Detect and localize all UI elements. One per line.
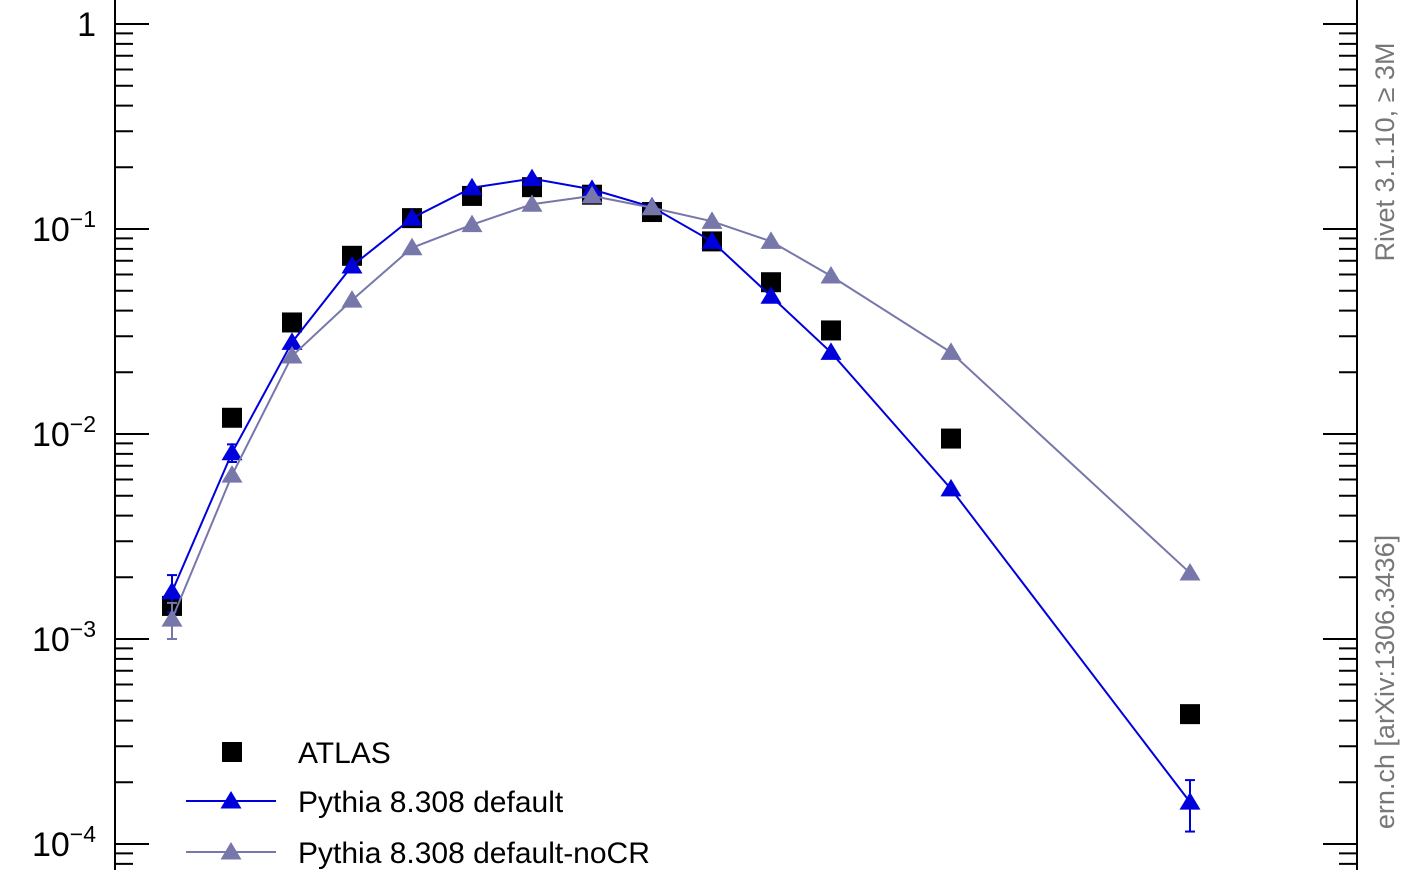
legend-entry: ATLAS — [222, 737, 391, 770]
data-point-triangle — [581, 185, 603, 204]
series-layer — [161, 168, 1201, 833]
series-atlas — [162, 177, 1200, 725]
data-point-triangle — [281, 346, 303, 364]
legend-marker-triangle — [220, 791, 242, 809]
data-point-triangle — [341, 255, 363, 274]
y-tick-label-base: 10 — [32, 416, 70, 454]
y-tick-label-base: 1 — [77, 6, 96, 44]
legend-label: Pythia 8.308 default — [298, 786, 564, 819]
legend-marker-square — [222, 742, 242, 762]
side-labels: Rivet 3.1.10, ≥ 3M ern.ch [arXiv:1306.343… — [1370, 43, 1400, 830]
data-point-triangle — [281, 332, 303, 350]
y-tick-label-base: 10 — [32, 826, 70, 864]
legend-marker-triangle — [220, 842, 242, 860]
series-line — [171, 194, 1191, 620]
data-point-square — [282, 312, 302, 333]
series-pythia-8-308-default — [161, 168, 1201, 833]
y-tick-label: 10−4 — [32, 821, 96, 864]
data-point-triangle — [221, 442, 243, 461]
data-point-triangle — [820, 342, 842, 360]
data-point-triangle — [521, 168, 543, 187]
y-tick-label: 10−1 — [32, 206, 96, 249]
data-point-triangle — [341, 290, 363, 308]
data-point-triangle — [221, 465, 243, 483]
data-point-triangle — [161, 581, 183, 600]
data-point-triangle — [940, 342, 962, 360]
legend-label: Pythia 8.308 default-noCR — [298, 837, 650, 870]
side-label: ern.ch [arXiv:1306.3436] — [1370, 535, 1400, 829]
legend-label: ATLAS — [298, 737, 391, 770]
data-point-square — [941, 428, 961, 449]
data-point-square — [821, 320, 841, 341]
data-point-triangle — [760, 231, 782, 249]
y-tick-label-base: 10 — [32, 211, 70, 249]
series-pythia-8-308-default-nocr — [161, 185, 1201, 640]
legend: ATLAS Pythia 8.308 default Pythia 8.308 de… — [186, 737, 650, 870]
y-tick-label-exponent: −4 — [70, 821, 96, 847]
data-point-square — [761, 272, 781, 293]
data-point-triangle — [521, 194, 543, 212]
data-point-triangle — [820, 265, 842, 284]
data-point-triangle — [461, 214, 483, 233]
y-tick-label: 1 — [77, 6, 96, 44]
legend-entry: Pythia 8.308 default-noCR — [186, 837, 650, 870]
data-point-triangle — [760, 286, 782, 304]
y-tick-label-exponent: −1 — [70, 206, 96, 232]
data-point-triangle — [940, 478, 962, 497]
data-point-triangle — [401, 237, 423, 256]
y-tick-label: 10−3 — [32, 616, 96, 659]
legend-entry: Pythia 8.308 default — [186, 786, 564, 819]
y-tick-label-exponent: −3 — [70, 616, 96, 642]
data-point-triangle — [1179, 792, 1201, 810]
data-point-square — [1180, 704, 1200, 725]
side-label: Rivet 3.1.10, ≥ 3M — [1370, 43, 1400, 262]
data-point-triangle — [701, 211, 723, 229]
data-point-triangle — [641, 197, 663, 216]
data-point-triangle — [161, 609, 183, 627]
y-tick-label-base: 10 — [32, 621, 70, 659]
y-axis: 110−110−210−310−4 — [32, 6, 1357, 865]
data-point-triangle — [401, 208, 423, 226]
data-point-triangle — [1179, 562, 1201, 581]
data-point-triangle — [461, 177, 483, 196]
data-point-square — [222, 407, 242, 428]
series-line — [171, 177, 1191, 803]
data-point-triangle — [701, 231, 723, 249]
y-tick-label: 10−2 — [32, 411, 96, 454]
y-tick-label-exponent: −2 — [70, 411, 96, 437]
